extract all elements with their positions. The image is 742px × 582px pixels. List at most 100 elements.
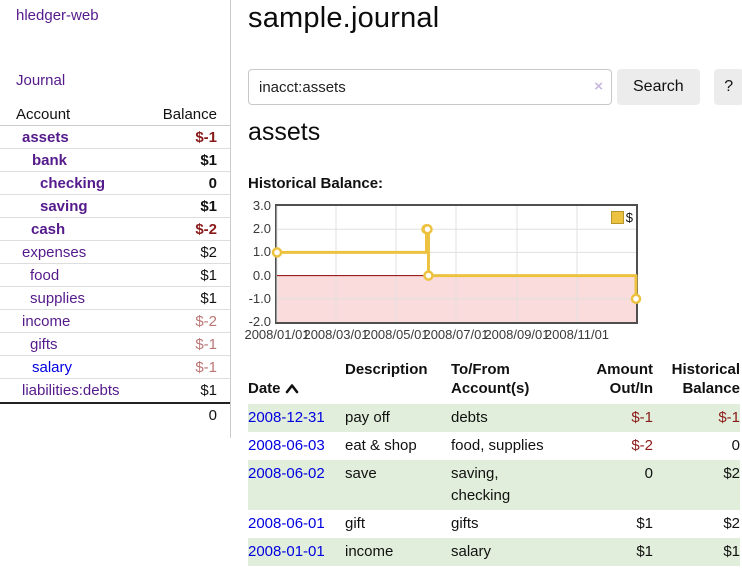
transaction-amount: $-2 — [631, 437, 653, 454]
search-bar: × Search ? — [248, 69, 742, 105]
y-tick-label: 1.0 — [252, 244, 271, 260]
sidebar-item-journal[interactable]: Journal — [16, 72, 66, 89]
account-link[interactable]: saving — [40, 197, 88, 215]
y-tick-label: 0.0 — [252, 267, 271, 283]
account-row: assets $-1 — [0, 126, 230, 149]
column-header-balance: Historical Balance — [671, 361, 740, 397]
transaction-balance: $2 — [723, 515, 740, 532]
x-tick-label: 2008/07/01 — [423, 327, 489, 342]
account-tree-header: Account Balance — [0, 103, 230, 126]
column-header-accounts: To/From Account(s) — [451, 361, 530, 397]
register-table: Date Description To/From Account(s) Amou… — [248, 360, 740, 566]
register-row: 2008-06-02 save saving, checking 0 $2 — [248, 460, 740, 510]
account-column-header: Account — [16, 105, 71, 123]
account-row: saving $1 — [0, 195, 230, 218]
transaction-amount: $1 — [636, 515, 653, 532]
account-link[interactable]: bank — [32, 151, 68, 169]
transaction-date-link[interactable]: 2008-06-02 — [248, 465, 325, 482]
account-row: income $-2 — [0, 310, 230, 333]
page-title: sample.journal — [248, 2, 440, 34]
account-balance: $1 — [200, 197, 217, 215]
transaction-balance: $-1 — [718, 409, 740, 426]
account-link[interactable]: gifts — [30, 335, 58, 353]
transaction-amount: $1 — [636, 543, 653, 560]
main-content: sample.journal × Search ? assets Histori… — [244, 0, 742, 582]
transaction-date-link[interactable]: 2008-06-01 — [248, 515, 325, 532]
account-row: bank $1 — [0, 149, 230, 172]
sort-asc-icon — [285, 380, 299, 399]
account-balance: $1 — [200, 382, 217, 399]
date-cell: 2008-06-03 — [248, 432, 345, 460]
account-row: expenses $2 — [0, 241, 230, 264]
account-row: food $1 — [0, 264, 230, 287]
register-row: 2008-01-01 income salary $1 $1 — [248, 538, 740, 566]
account-balance: $-2 — [195, 220, 217, 238]
balance-chart[interactable]: $ — [271, 204, 642, 324]
account-link[interactable]: liabilities:debts — [22, 382, 120, 399]
y-tick-label: 2.0 — [252, 221, 271, 237]
account-link[interactable]: food — [30, 266, 60, 284]
account-link[interactable]: assets — [22, 128, 69, 146]
transaction-balance: $2 — [723, 465, 740, 482]
account-balance: $1 — [200, 266, 217, 284]
transaction-date-link[interactable]: 2008-06-03 — [248, 437, 325, 454]
register-row: 2008-06-03 eat & shop food, supplies $-2 0 — [248, 432, 740, 460]
legend-label: $ — [625, 210, 633, 225]
clear-search-icon[interactable]: × — [594, 78, 603, 95]
transaction-date-link[interactable]: 2008-12-31 — [248, 409, 325, 426]
sidebar: hledger-web Journal Account Balance asse… — [0, 0, 231, 438]
account-link[interactable]: supplies — [30, 289, 86, 307]
date-cell: 2008-06-01 — [248, 510, 345, 538]
account-link[interactable]: income — [22, 312, 71, 330]
transaction-description: pay off — [345, 409, 390, 426]
account-balance: 0 — [208, 174, 217, 192]
date-cell: 2008-06-02 — [248, 460, 345, 510]
date-cell: 2008-01-01 — [248, 538, 345, 566]
transaction-balance: $1 — [723, 543, 740, 560]
account-balance: $-2 — [195, 312, 217, 330]
transaction-date-link[interactable]: 2008-01-01 — [248, 543, 325, 560]
date-header-label: Date — [248, 380, 281, 397]
transaction-description: eat & shop — [345, 437, 417, 454]
account-total-value: 0 — [208, 406, 217, 424]
account-row: supplies $1 — [0, 287, 230, 310]
register-header-row: Date Description To/From Account(s) Amou… — [248, 360, 740, 404]
transaction-accounts: debts — [451, 409, 488, 426]
y-tick-label: -1.0 — [248, 290, 271, 306]
account-link[interactable]: salary — [32, 358, 73, 376]
account-tree: Account Balance assets $-1 bank $1 checking 0… — [0, 103, 230, 426]
account-link[interactable]: expenses — [22, 243, 87, 261]
search-button[interactable]: Search — [617, 69, 700, 105]
transaction-balance: 0 — [731, 437, 740, 454]
account-balance: $-1 — [195, 335, 217, 353]
transaction-accounts: gifts — [451, 515, 479, 532]
register-row: 2008-12-31 pay off debts $-1 $-1 — [248, 404, 740, 432]
data-point — [630, 293, 642, 305]
transaction-description: gift — [345, 515, 366, 532]
x-tick-label: 2008/05/01 — [363, 327, 429, 342]
help-button[interactable]: ? — [713, 69, 742, 105]
column-header-date[interactable]: Date — [248, 360, 345, 404]
account-row: gifts $-1 — [0, 333, 230, 356]
column-header-amount: Amount Out/In — [596, 361, 653, 397]
account-link[interactable]: checking — [40, 174, 106, 192]
data-point — [423, 270, 434, 281]
transaction-description: save — [345, 465, 377, 482]
balance-column-header: Balance — [162, 105, 217, 123]
x-tick-label: 2008/01/01 — [244, 327, 310, 342]
account-row: liabilities:debts $1 — [0, 379, 230, 402]
data-point — [422, 223, 433, 235]
chart-title: Historical Balance: — [248, 175, 384, 192]
column-header-description: Description — [345, 361, 428, 378]
x-tick-label: 2008/09/01 — [484, 327, 550, 342]
date-cell: 2008-12-31 — [248, 404, 345, 432]
account-balance: $1 — [200, 289, 217, 307]
legend-swatch-icon — [610, 211, 624, 224]
search-input[interactable] — [248, 69, 612, 105]
account-row: cash $-2 — [0, 218, 230, 241]
account-link[interactable]: cash — [31, 220, 66, 238]
account-row: checking 0 — [0, 172, 230, 195]
brand-link[interactable]: hledger-web — [16, 7, 99, 24]
transaction-amount: 0 — [644, 465, 653, 482]
x-tick-label: 2008/11/01 — [544, 327, 610, 342]
